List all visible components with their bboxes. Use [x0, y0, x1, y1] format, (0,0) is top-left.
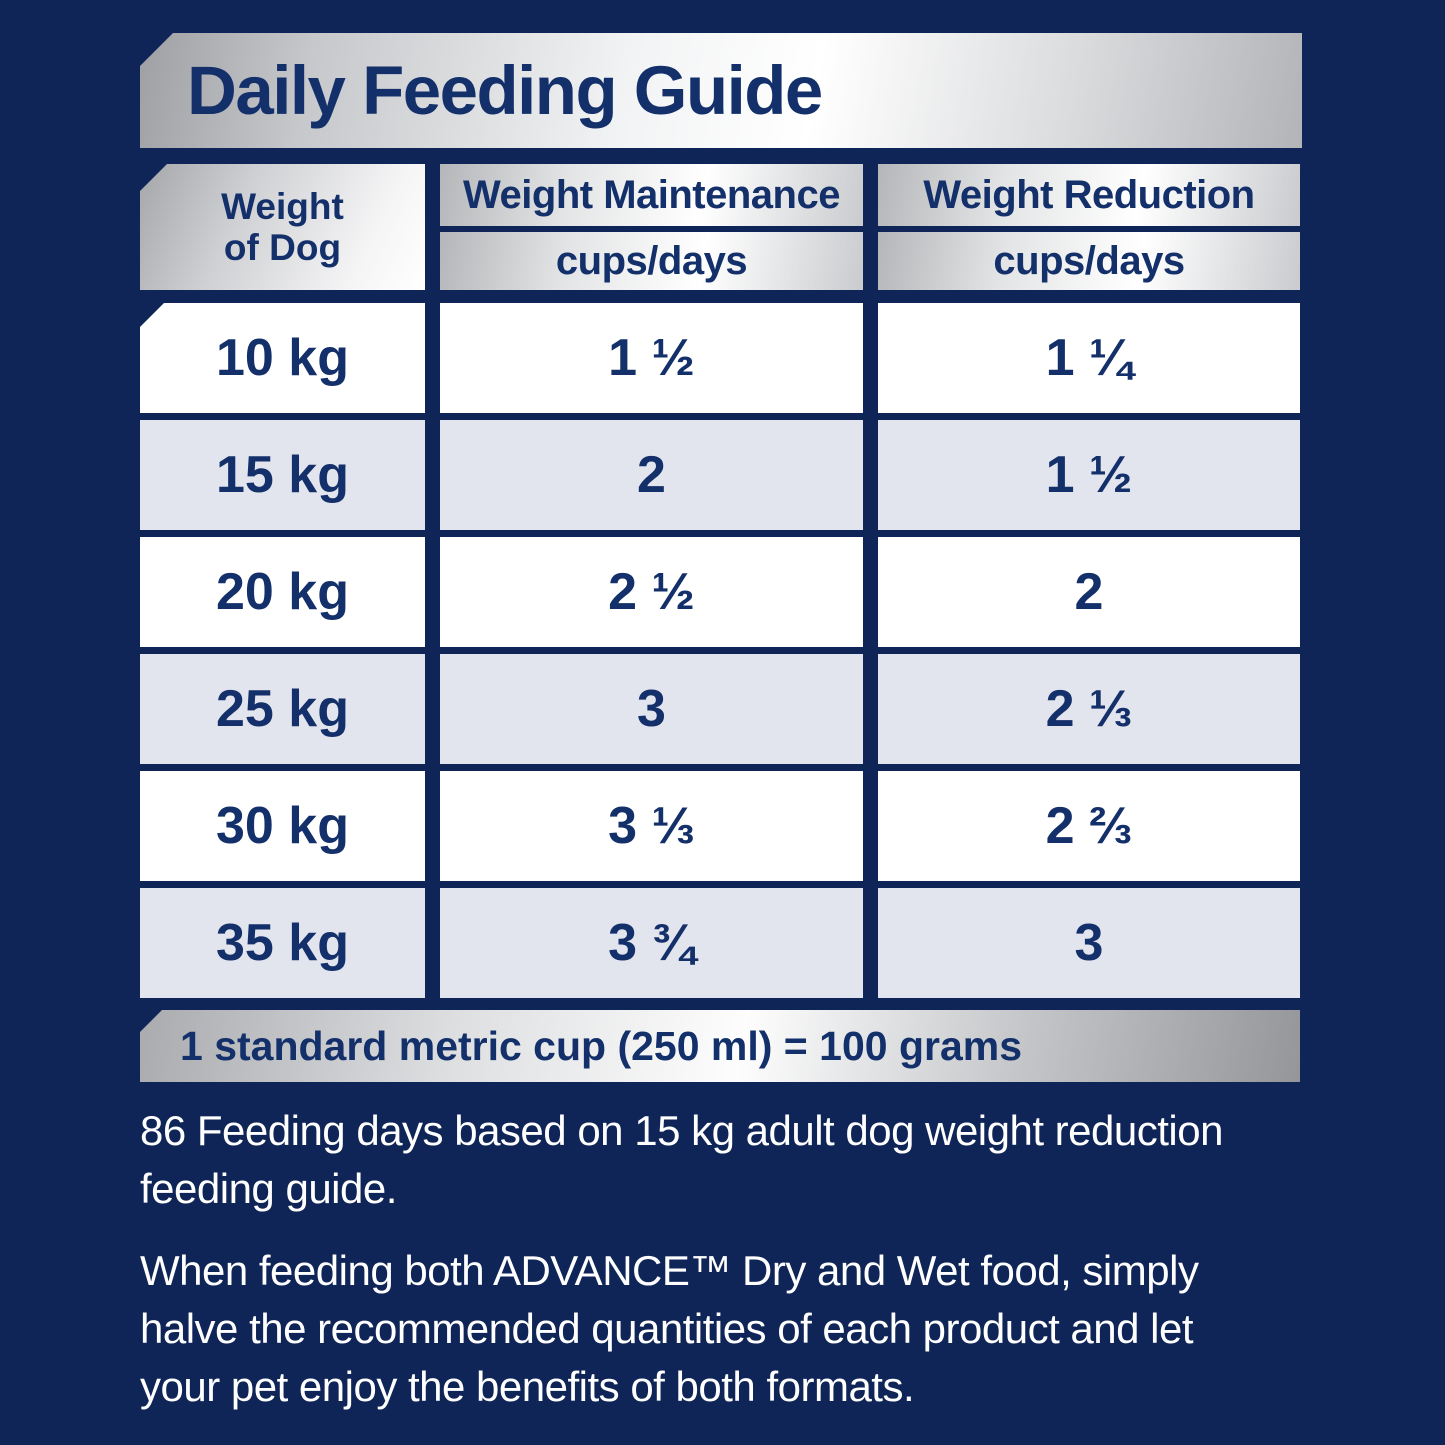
- feeding-days-note: 86 Feeding days based on 15 kg adult dog…: [140, 1107, 1223, 1212]
- header-reduction-title: Weight Reduction: [878, 164, 1300, 226]
- maintenance-cell: 2 ½: [440, 537, 863, 647]
- maintenance-cell: 1 ½: [440, 303, 863, 413]
- header-reduction-unit: cups/days: [878, 232, 1300, 290]
- mixed-feeding-note: When feeding both ADVANCE™ Dry and Wet f…: [140, 1247, 1199, 1410]
- weight-cell: 15 kg: [140, 420, 425, 530]
- table-header: Weight of Dog Weight Maintenance cups/da…: [140, 164, 1300, 290]
- weight-cell: 30 kg: [140, 771, 425, 881]
- reduction-cell: 1 ½: [878, 420, 1300, 530]
- maintenance-cell: 3 ¾: [440, 888, 863, 998]
- header-weight-reduction: Weight Reduction cups/days: [878, 164, 1300, 290]
- reduction-cell: 1 ¼: [878, 303, 1300, 413]
- weight-cell: 20 kg: [140, 537, 425, 647]
- reduction-cell: 2: [878, 537, 1300, 647]
- title-banner: Daily Feeding Guide: [140, 33, 1302, 148]
- header-maintenance-unit: cups/days: [440, 232, 863, 290]
- header-maintenance-title: Weight Maintenance: [440, 164, 863, 226]
- reduction-cell: 2 ⅓: [878, 654, 1300, 764]
- header-weight-maintenance: Weight Maintenance cups/days: [440, 164, 863, 290]
- maintenance-cell: 3 ⅓: [440, 771, 863, 881]
- maintenance-cell: 2: [440, 420, 863, 530]
- table-body: 10 kg 1 ½ 1 ¼ 15 kg 2 1 ½ 20 kg 2 ½ 2 25…: [140, 303, 1300, 998]
- weight-cell: 10 kg: [140, 303, 425, 413]
- cup-note-banner: 1 standard metric cup (250 ml) = 100 gra…: [140, 1010, 1300, 1082]
- weight-cell: 25 kg: [140, 654, 425, 764]
- page-title: Daily Feeding Guide: [187, 52, 823, 129]
- cup-note: 1 standard metric cup (250 ml) = 100 gra…: [180, 1022, 1023, 1069]
- reduction-cell: 2 ⅔: [878, 771, 1300, 881]
- reduction-cell: 3: [878, 888, 1300, 998]
- weight-cell: 35 kg: [140, 888, 425, 998]
- maintenance-cell: 3: [440, 654, 863, 764]
- header-weight-of-dog: Weight of Dog: [140, 164, 425, 290]
